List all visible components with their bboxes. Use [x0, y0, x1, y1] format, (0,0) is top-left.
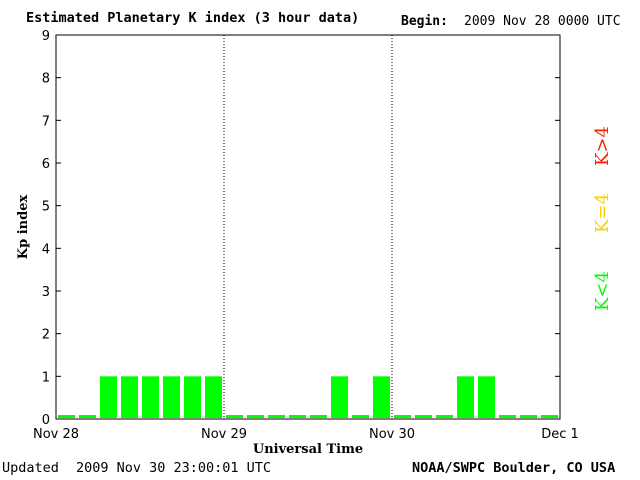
kp-bar [184, 376, 201, 418]
y-tick-label: 5 [42, 200, 50, 215]
bars [58, 376, 558, 418]
kp-bar [436, 415, 453, 418]
kp-bar [373, 376, 390, 418]
y-tick-label: 0 [42, 413, 50, 428]
kp-bar [121, 376, 138, 418]
y-tick-label: 4 [42, 242, 50, 257]
y-tick-label: 9 [42, 29, 50, 44]
kp-bar [163, 376, 180, 418]
legend-item: K>4 [592, 126, 613, 166]
legend-item: K<4 [592, 271, 613, 311]
x-tick-label: Nov 28 [33, 427, 79, 442]
kp-bar [247, 415, 264, 418]
kp-bar [541, 415, 558, 418]
plot-frame [55, 34, 561, 420]
y-tick-label: 3 [42, 285, 50, 300]
credit-text: NOAA/SWPC Boulder, CO USA [412, 460, 616, 476]
kp-bar [310, 415, 327, 418]
x-axis: Nov 28 Nov 29 Nov 30 Dec 1 [33, 427, 579, 442]
x-tick-label: Nov 29 [201, 427, 247, 442]
kp-bar [478, 376, 495, 418]
kp-bar [205, 376, 222, 418]
chart-title: Estimated Planetary K index (3 hour data… [26, 10, 360, 26]
kp-bar [289, 415, 306, 418]
x-tick-label: Nov 30 [369, 427, 415, 442]
x-axis-title: Universal Time [253, 442, 363, 457]
y-tick-label: 8 [42, 72, 50, 87]
y-axis: 0 1 2 3 4 5 6 7 8 9 [42, 29, 560, 428]
kp-bar [352, 415, 369, 418]
kp-bar [331, 376, 348, 418]
kp-bar [520, 415, 537, 418]
kp-bar [226, 415, 243, 418]
kp-bar [79, 415, 96, 418]
day-dividers [223, 35, 393, 419]
legend: K<4 K=4 K>4 [592, 126, 613, 311]
y-axis-title: Kp index [16, 195, 31, 260]
kp-bar [457, 376, 474, 418]
kp-bar [499, 415, 516, 418]
y-tick-label: 2 [42, 328, 50, 343]
x-tick-label: Dec 1 [541, 427, 579, 442]
y-tick-label: 6 [42, 157, 50, 172]
updated-label: Updated [2, 460, 59, 476]
y-tick-label: 7 [42, 114, 50, 129]
kp-bar [268, 415, 285, 418]
kp-bar [415, 415, 432, 418]
kp-bar [100, 376, 117, 418]
kp-bar [142, 376, 159, 418]
updated-value: 2009 Nov 30 23:00:01 UTC [76, 460, 272, 476]
y-tick-label: 1 [42, 370, 50, 385]
begin-value: 2009 Nov 28 0000 UTC [464, 14, 621, 29]
legend-item: K=4 [592, 193, 613, 233]
kp-bar [394, 415, 411, 418]
begin-label: Begin: [401, 14, 448, 29]
kp-bar [58, 415, 75, 418]
